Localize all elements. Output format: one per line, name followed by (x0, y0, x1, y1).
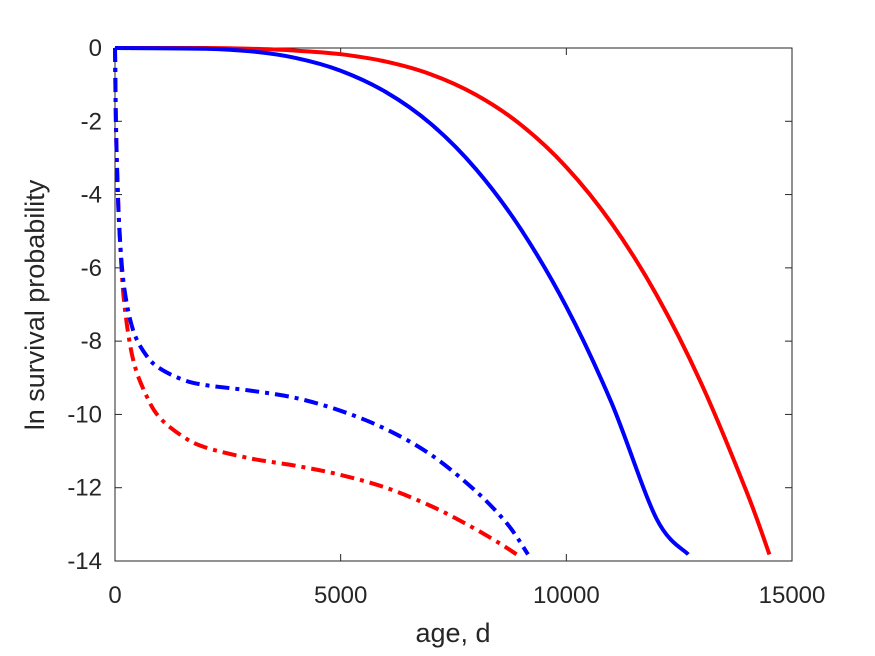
y-tick-label: -14 (67, 548, 102, 575)
x-tick-label: 5000 (314, 582, 367, 609)
y-tick-label: -4 (81, 182, 102, 209)
y-tick-label: -2 (81, 108, 102, 135)
y-tick-label: 0 (89, 35, 102, 62)
series-line-1 (114, 45, 772, 556)
x-tick-label: 10000 (533, 582, 600, 609)
series-group (113, 45, 772, 557)
y-tick-label: -6 (81, 255, 102, 282)
tick-labels: 0 5000 10000 15000 0 -2 -4 -6 -8 -10 -12 -14 (67, 35, 825, 609)
plot-area (114, 47, 793, 562)
x-tick-label: 15000 (759, 582, 826, 609)
series-line-2 (114, 46, 690, 556)
x-axis-label: age, d (415, 618, 490, 648)
y-axis-label: ln survival probability (20, 179, 50, 430)
y-tick-label: -12 (67, 475, 102, 502)
x-tick-label: 0 (108, 582, 121, 609)
y-tick-label: -8 (81, 328, 102, 355)
series-line-4 (113, 47, 530, 556)
y-tick-label: -10 (67, 401, 102, 428)
